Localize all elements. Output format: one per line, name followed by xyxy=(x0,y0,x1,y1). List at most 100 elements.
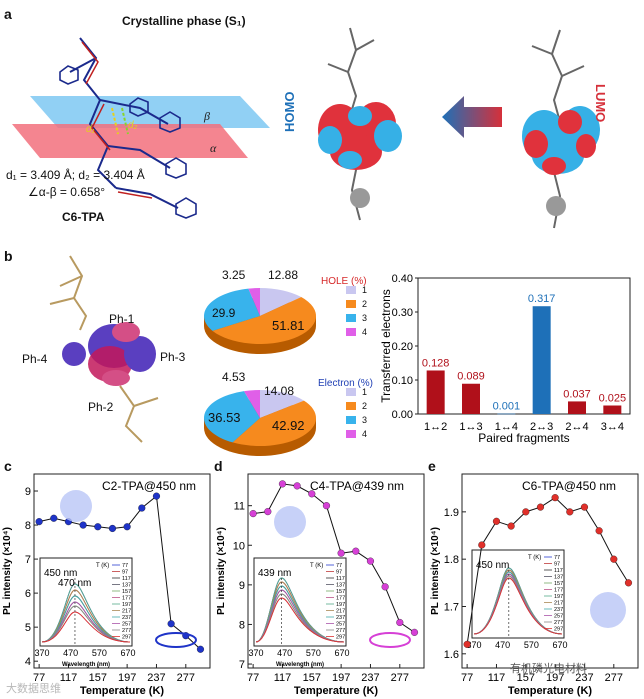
inset-peak-label: 439 nm xyxy=(258,568,291,579)
pl-xtick-label: 77 xyxy=(461,672,473,684)
pl-point xyxy=(152,492,161,500)
pl-point xyxy=(249,510,257,518)
bar-value-5: 0.037 xyxy=(563,388,591,400)
hole-slice-2 xyxy=(212,297,316,344)
pl-point xyxy=(293,482,301,490)
pl-point xyxy=(167,620,175,628)
inset-xtick-label: 370 xyxy=(466,640,481,650)
plane-beta xyxy=(30,96,270,128)
pl-ytick-label: 1.7 xyxy=(444,601,459,613)
pl-xtick-label: 77 xyxy=(33,672,45,684)
pl-chart-c2: 4 5 6 7 8 9 77 117 157 197 237 277 Temperature (K) PL… xyxy=(2,473,211,697)
pl-ytick-label: 8 xyxy=(25,520,31,532)
hole-legend-3: 3 xyxy=(362,313,368,323)
inset-legend-entry: 177 xyxy=(554,588,563,594)
pl-point xyxy=(352,547,360,555)
pl-point xyxy=(580,503,589,511)
bar-value-6: 0.025 xyxy=(599,393,627,405)
inset-legend-entry: 97 xyxy=(336,570,342,576)
pl-point xyxy=(492,517,501,525)
inset-legend-entry: 277 xyxy=(554,620,563,626)
hole-slice-1 xyxy=(260,288,302,316)
inset-xtick-label: 470 xyxy=(63,648,78,658)
molecule-name: C6-TPA xyxy=(62,210,105,224)
inset-legend-entry: 217 xyxy=(122,609,131,615)
glow-icon xyxy=(274,506,306,538)
pl-xtick-label: 197 xyxy=(118,672,136,684)
watermark-right: 有机磷光电材料 xyxy=(510,663,587,675)
electron-pie-chart xyxy=(204,388,356,456)
inset-legend-entry: 157 xyxy=(554,581,563,587)
inset-xlabel: Wavelength (nm) xyxy=(276,662,324,668)
pl-xtick-label: 237 xyxy=(361,672,379,684)
bar-xlabel: Paired fragments xyxy=(478,431,569,445)
bar-value-1: 0.128 xyxy=(422,357,450,369)
pl-chart-c6: 1.6 1.7 1.8 1.9 77 117 157 197 237 277 Temperature… xyxy=(430,473,639,697)
inset-legend-entry: 257 xyxy=(122,622,131,628)
pl-xlabel: Temperature (K) xyxy=(80,685,164,697)
pl-axes xyxy=(461,473,639,669)
pl-xlabel: Temperature (K) xyxy=(294,685,378,697)
plane-alpha xyxy=(12,124,248,158)
pl-ytick-label: 8 xyxy=(239,619,245,631)
inset-legend-entry: 177 xyxy=(336,596,345,602)
inset-xtick-label: 670 xyxy=(120,648,135,658)
inset-xlabel: Wavelength (nm) xyxy=(62,662,110,668)
pl-xtick-label: 117 xyxy=(488,672,506,684)
pl-chart-c4: 7 8 9 10 11 77 117 157 197 237 277 Temperature (K) P… xyxy=(216,473,425,697)
pl-title: C4-TPA@439 nm xyxy=(310,479,404,493)
bar-ytick-label: 0.20 xyxy=(392,341,413,353)
crystal-planes-figure: β α d₁ d₂ xyxy=(12,37,270,219)
bar-ytick-label: 0.10 xyxy=(392,375,413,387)
pl-point xyxy=(610,555,618,563)
pl-point xyxy=(264,508,272,516)
hole-val-2: 51.81 xyxy=(272,318,305,333)
fragment-ph4: Ph-4 xyxy=(22,352,48,366)
inset-legend-title: T (K) xyxy=(528,555,541,561)
pl-ytick-label: 4 xyxy=(25,656,31,668)
hole-legend-2: 2 xyxy=(362,299,368,309)
fragment-molecule xyxy=(49,255,159,443)
pl-xtick-label: 277 xyxy=(605,672,623,684)
pl-xtick-label: 157 xyxy=(517,672,535,684)
inset-curve xyxy=(41,595,131,643)
pl-title: C6-TPA@450 nm xyxy=(522,479,616,493)
electron-val-1: 14.08 xyxy=(264,384,295,398)
molecule-backbone xyxy=(69,37,179,209)
pl-point xyxy=(595,527,603,535)
pl-point xyxy=(138,504,146,512)
electron-val-4: 4.53 xyxy=(222,370,246,384)
inset-legend-entry: 77 xyxy=(122,563,128,569)
fragment-ph1: Ph-1 xyxy=(109,312,135,326)
inset-legend-entry: 77 xyxy=(336,563,342,569)
inset-legend-entry: 237 xyxy=(554,607,563,613)
beta-label: β xyxy=(203,109,210,123)
bar-5 xyxy=(568,401,586,414)
inset-xtick-label: 370 xyxy=(34,648,49,658)
angle-text: ∠α-β = 0.658° xyxy=(28,185,106,199)
inset-legend-entry: 177 xyxy=(122,596,131,602)
pl-xtick-label: 157 xyxy=(89,672,107,684)
ring-icon xyxy=(369,632,411,648)
bar-4 xyxy=(532,306,551,414)
pl-axes xyxy=(33,473,211,669)
pl-point xyxy=(478,541,486,549)
inset-legend-entry: 117 xyxy=(336,576,345,582)
electron-pie-title: Electron (%) xyxy=(318,378,374,389)
pl-point xyxy=(551,494,559,502)
inset-legend-entry: 137 xyxy=(122,583,131,589)
electron-slice-4 xyxy=(243,390,260,418)
inset-legend-entry: 257 xyxy=(336,622,345,628)
electron-val-2: 42.92 xyxy=(272,418,305,433)
bar-category-4: 2↔3 xyxy=(530,421,553,433)
pl-xtick-label: 77 xyxy=(247,672,259,684)
pl-point xyxy=(278,480,287,488)
pl-point xyxy=(566,508,574,516)
inset-legend-entry: 277 xyxy=(336,628,345,634)
inset-xtick-label: 370 xyxy=(248,648,263,658)
inset-legend-entry: 217 xyxy=(336,609,345,615)
panel-b-label: b xyxy=(4,248,13,264)
hole-legend-4: 4 xyxy=(362,327,368,337)
pl-point xyxy=(94,523,102,531)
inset-curve xyxy=(41,583,131,643)
